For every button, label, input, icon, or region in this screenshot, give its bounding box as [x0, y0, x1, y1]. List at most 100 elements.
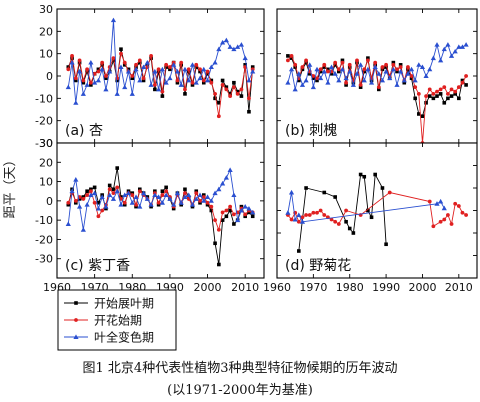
- data-point: [178, 200, 184, 205]
- data-point: [107, 183, 112, 188]
- figure-caption: 图1 北京4种代表性植物3种典型特征物候期的历年波动: [82, 361, 398, 376]
- data-point: [182, 66, 188, 72]
- data-point: [167, 196, 173, 201]
- data-point: [153, 87, 157, 92]
- data-point: [96, 214, 101, 219]
- data-point: [347, 226, 352, 231]
- data-point: [243, 214, 247, 219]
- data-point: [137, 77, 143, 83]
- series-a-2: [66, 51, 255, 119]
- data-point: [430, 55, 436, 61]
- data-point: [220, 218, 225, 222]
- data-point: [88, 189, 93, 194]
- data-point: [110, 17, 117, 23]
- data-point: [212, 60, 218, 65]
- data-point: [80, 227, 86, 232]
- data-point: [81, 197, 86, 201]
- data-point: [134, 202, 138, 207]
- data-point: [307, 62, 313, 67]
- panel-label: (a) 杏: [65, 123, 103, 139]
- data-point: [464, 213, 468, 217]
- series-d-2: [286, 190, 468, 229]
- data-point: [460, 210, 465, 215]
- data-point: [247, 109, 251, 114]
- data-point: [413, 96, 417, 101]
- data-point: [296, 212, 302, 217]
- data-point: [144, 60, 150, 65]
- data-point: [235, 217, 241, 223]
- data-point: [289, 56, 294, 60]
- data-point: [224, 208, 229, 213]
- data-point: [438, 92, 443, 96]
- data-point: [95, 205, 101, 211]
- data-point: [140, 190, 147, 196]
- data-point: [424, 94, 428, 98]
- data-point: [434, 42, 440, 47]
- data-point: [300, 215, 305, 220]
- data-point: [412, 77, 418, 83]
- data-point: [358, 172, 363, 177]
- data-point: [380, 186, 385, 190]
- data-point: [85, 69, 89, 74]
- data-point: [420, 114, 425, 118]
- data-point: [183, 92, 187, 96]
- data-point: [125, 190, 132, 196]
- data-point: [384, 65, 388, 69]
- data-point: [148, 82, 154, 87]
- data-point: [122, 192, 128, 198]
- data-point: [163, 192, 169, 198]
- data-point: [232, 222, 236, 226]
- data-point: [343, 75, 349, 81]
- data-point: [118, 64, 124, 70]
- data-point: [456, 204, 461, 208]
- data-point: [441, 205, 447, 211]
- data-point: [152, 192, 158, 198]
- data-point: [333, 219, 338, 224]
- data-point: [227, 167, 233, 172]
- data-point: [198, 198, 202, 203]
- y-tick-label: 20: [39, 156, 53, 169]
- data-point: [377, 87, 381, 92]
- data-point: [220, 78, 225, 83]
- data-point: [394, 82, 400, 87]
- data-point: [441, 46, 447, 52]
- data-point: [417, 112, 421, 116]
- panel-frame-a: [56, 8, 265, 144]
- x-tick-label: 2000: [408, 281, 436, 294]
- data-point: [438, 57, 444, 63]
- data-point: [242, 55, 248, 61]
- data-point: [329, 71, 334, 76]
- y-tick-label: 30: [39, 3, 53, 16]
- data-point: [431, 96, 436, 101]
- data-point: [171, 202, 177, 207]
- data-point: [204, 77, 211, 83]
- data-point: [383, 68, 389, 74]
- data-point: [205, 200, 210, 205]
- data-point: [333, 60, 338, 65]
- data-point: [297, 249, 301, 253]
- data-point: [398, 65, 403, 69]
- data-point: [216, 227, 221, 232]
- data-point: [318, 208, 323, 213]
- data-point: [130, 74, 135, 78]
- data-point: [85, 189, 89, 194]
- data-point: [194, 189, 199, 194]
- data-point: [129, 200, 135, 205]
- data-point: [174, 190, 181, 196]
- data-point: [362, 67, 367, 72]
- data-point: [96, 67, 101, 72]
- data-point: [209, 80, 214, 85]
- data-point: [164, 189, 169, 194]
- data-point: [201, 78, 206, 83]
- data-point: [201, 193, 206, 197]
- data-point: [148, 202, 154, 207]
- data-point: [322, 65, 327, 69]
- panel-d: 1960 1970 1980 1990 2000 2010 (d) 野菊花: [263, 142, 478, 294]
- data-point: [197, 192, 203, 198]
- data-point: [438, 219, 443, 224]
- data-point: [103, 86, 109, 92]
- data-point: [339, 66, 346, 72]
- legend-entry: 开花始期: [64, 313, 142, 328]
- data-point: [159, 200, 165, 205]
- data-point: [137, 58, 142, 63]
